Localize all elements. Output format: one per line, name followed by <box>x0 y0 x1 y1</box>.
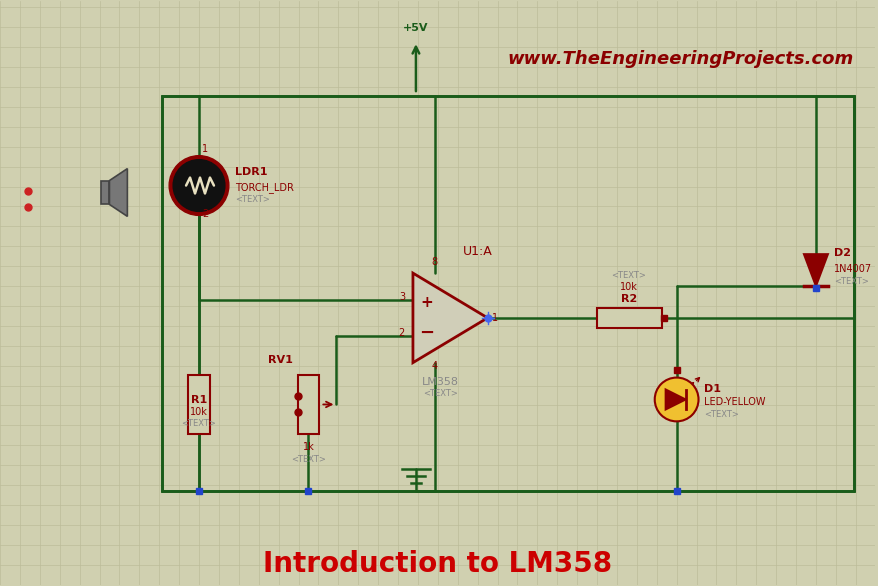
Text: U1:A: U1:A <box>462 245 492 258</box>
Bar <box>101 180 110 205</box>
Text: <TEXT>: <TEXT> <box>611 271 645 280</box>
Text: <TEXT>: <TEXT> <box>234 195 270 204</box>
Circle shape <box>654 377 698 421</box>
Text: 1N4007: 1N4007 <box>833 264 871 274</box>
Text: RV1: RV1 <box>268 355 292 364</box>
Text: <TEXT>: <TEXT> <box>833 277 867 286</box>
Text: D2: D2 <box>833 248 850 258</box>
Text: 2: 2 <box>202 209 208 219</box>
Text: 2: 2 <box>399 328 405 338</box>
Text: D1: D1 <box>703 383 721 394</box>
Text: 8: 8 <box>431 257 437 267</box>
Polygon shape <box>803 254 827 286</box>
Text: 10k: 10k <box>190 407 208 417</box>
Bar <box>297 374 319 434</box>
Text: <TEXT>: <TEXT> <box>423 390 457 398</box>
Bar <box>162 96 853 491</box>
Text: www.TheEngineeringProjects.com: www.TheEngineeringProjects.com <box>507 50 853 68</box>
Text: LED-YELLOW: LED-YELLOW <box>703 397 765 407</box>
Bar <box>188 374 210 434</box>
Text: 1: 1 <box>202 144 208 154</box>
Text: LM358: LM358 <box>421 377 459 387</box>
Circle shape <box>173 159 225 212</box>
Polygon shape <box>413 273 487 363</box>
Text: 1k: 1k <box>302 442 314 452</box>
Text: <TEXT>: <TEXT> <box>703 410 738 420</box>
Text: −: − <box>419 324 434 342</box>
Text: 4: 4 <box>431 360 437 370</box>
Text: <TEXT>: <TEXT> <box>291 455 326 464</box>
Text: <TEXT>: <TEXT> <box>182 419 216 428</box>
Polygon shape <box>665 390 685 410</box>
Text: 3: 3 <box>399 292 405 302</box>
Text: +: + <box>420 295 433 311</box>
Text: R1: R1 <box>191 396 207 406</box>
Text: 1: 1 <box>491 313 497 323</box>
Text: Introduction to LM358: Introduction to LM358 <box>263 550 612 578</box>
Text: TORCH_LDR: TORCH_LDR <box>234 182 293 193</box>
Bar <box>596 308 661 328</box>
Text: R2: R2 <box>620 294 637 304</box>
Text: +5V: +5V <box>403 23 428 33</box>
Polygon shape <box>110 169 127 216</box>
Circle shape <box>169 156 228 216</box>
Text: 10k: 10k <box>619 282 637 292</box>
Text: LDR1: LDR1 <box>234 166 267 176</box>
